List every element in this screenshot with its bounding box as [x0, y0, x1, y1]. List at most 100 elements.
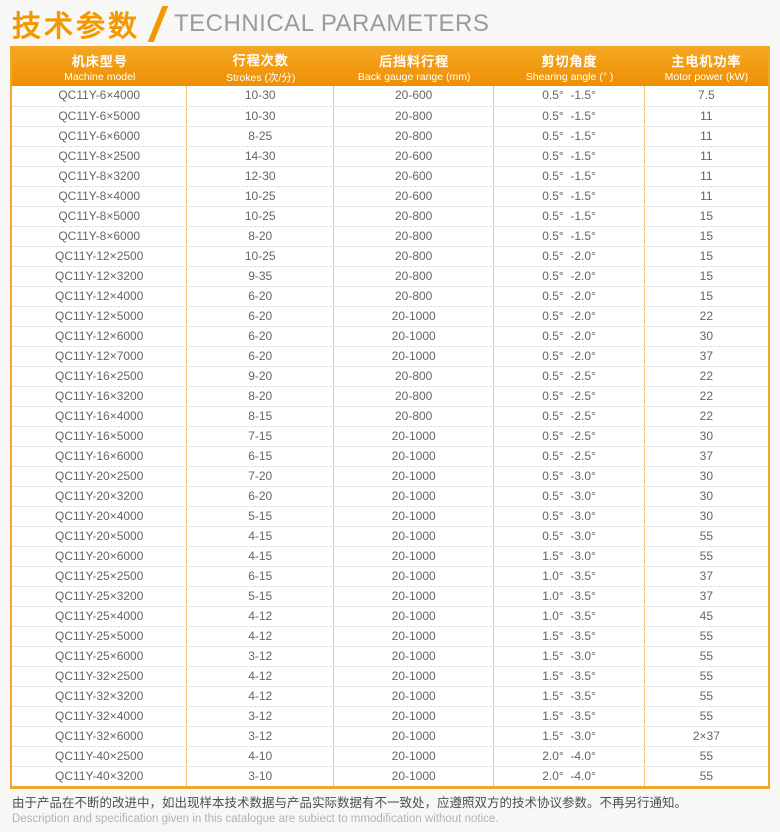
table-cell-machine-model: QC11Y-16×4000	[12, 407, 188, 426]
table-cell-strokes: 6-15	[187, 447, 335, 466]
table-row: QC11Y-16×4000 8-15 20-800 0.5° -2.5° 22	[12, 406, 768, 426]
table-cell-strokes: 10-25	[187, 207, 335, 226]
table-cell-back-gauge-range: 20-1000	[334, 567, 495, 586]
table-cell-machine-model: QC11Y-32×6000	[12, 727, 188, 746]
table-cell-motor-power: 11	[700, 129, 713, 143]
table-cell-shearing-angle: 0.5° -1.5°	[494, 86, 645, 106]
table-row: QC11Y-12×4000 6-20 20-800 0.5° -2.0° 15	[12, 286, 768, 306]
table-cell-back-gauge-range: 20-600	[334, 86, 495, 106]
table-row: QC11Y-20×6000 4-15 20-1000 1.5° -3.0° 55	[12, 546, 768, 566]
table-row: QC11Y-32×6000 3-12 20-1000 1.5° -3.0° 2×37	[12, 726, 768, 746]
table-cell-machine-model: QC11Y-40×3200	[12, 767, 188, 786]
table-cell-strokes: 8-20	[187, 387, 335, 406]
table-row: QC11Y-6×5000 10-30 20-800 0.5° -1.5° 11	[12, 106, 768, 126]
table-row: QC11Y-25×4000 4-12 20-1000 1.0° -3.5° 45	[12, 606, 768, 626]
table-cell-back-gauge-range: 20-1000	[334, 347, 495, 366]
table-cell-strokes: 7-20	[187, 467, 335, 486]
page-footer: 由于产品在不断的改进中，如出现样本技术数据与产品实际数据有不一致处，应遵照双方的…	[12, 795, 768, 827]
table-cell-motor-power: 22	[699, 309, 714, 323]
table-cell-back-gauge-range: 20-1000	[334, 427, 495, 446]
table-cell-strokes: 6-20	[187, 487, 335, 506]
table-cell-motor-power: 55	[699, 549, 714, 563]
table-cell-back-gauge-range: 20-800	[334, 287, 495, 306]
column-header-back-gauge-range: 后挡料行程 Back gauge range (mm)	[334, 51, 494, 83]
table-row: QC11Y-20×5000 4-15 20-1000 0.5° -3.0° 55	[12, 526, 768, 546]
table-cell-motor-power: 30	[699, 469, 714, 483]
table-cell-strokes: 9-35	[187, 267, 335, 286]
table-cell-machine-model: QC11Y-20×2500	[12, 467, 188, 486]
table-row: QC11Y-25×2500 6-15 20-1000 1.0° -3.5° 37	[12, 566, 768, 586]
table-cell-machine-model: QC11Y-25×6000	[12, 647, 188, 666]
table-cell-motor-power: 55	[699, 649, 714, 663]
table-cell-motor-power: 11	[700, 169, 713, 183]
table-cell-back-gauge-range: 20-1000	[334, 467, 495, 486]
table-cell-strokes: 6-20	[187, 347, 335, 366]
table-cell-machine-model: QC11Y-20×3200	[12, 487, 188, 506]
column-header-cn: 剪切角度	[541, 54, 598, 69]
table-row: QC11Y-20×2500 7-20 20-1000 0.5° -3.0° 30	[12, 466, 768, 486]
column-header-motor-power: 主电机功率 Motor power (kW)	[645, 51, 768, 83]
column-header-en: Motor power (kW)	[664, 71, 749, 83]
table-cell-machine-model: QC11Y-12×2500	[12, 247, 188, 266]
table-cell-back-gauge-range: 20-600	[334, 167, 495, 186]
table-cell-shearing-angle: 0.5° -1.5°	[494, 207, 645, 226]
table-cell-strokes: 4-12	[187, 667, 335, 686]
table-row: QC11Y-16×5000 7-15 20-1000 0.5° -2.5° 30	[12, 426, 768, 446]
table-cell-strokes: 3-10	[187, 767, 335, 786]
column-header-cn: 主电机功率	[671, 54, 742, 69]
table-cell-machine-model: QC11Y-16×3200	[12, 387, 188, 406]
table-cell-back-gauge-range: 20-800	[334, 127, 495, 146]
table-row: QC11Y-40×2500 4-10 20-1000 2.0° -4.0° 55	[12, 746, 768, 766]
table-cell-shearing-angle: 1.0° -3.5°	[494, 567, 645, 586]
table-row: QC11Y-40×3200 3-10 20-1000 2.0° -4.0° 55	[12, 766, 768, 786]
table-cell-machine-model: QC11Y-6×4000	[12, 86, 188, 106]
table-cell-machine-model: QC11Y-20×4000	[12, 507, 188, 526]
table-cell-machine-model: QC11Y-32×2500	[12, 667, 188, 686]
table-cell-motor-power: 55	[699, 749, 714, 763]
table-row: QC11Y-20×3200 6-20 20-1000 0.5° -3.0° 30	[12, 486, 768, 506]
table-cell-machine-model: QC11Y-40×2500	[12, 747, 188, 766]
table-cell-back-gauge-range: 20-1000	[334, 707, 495, 726]
table-cell-back-gauge-range: 20-1000	[334, 547, 495, 566]
technical-parameters-table: 机床型号 Machine model 行程次数 Strokes (次/分) 后挡料行程 B…	[10, 46, 770, 789]
table-cell-strokes: 4-12	[187, 627, 335, 646]
table-cell-back-gauge-range: 20-1000	[334, 507, 495, 526]
table-cell-strokes: 3-12	[187, 707, 335, 726]
table-cell-machine-model: QC11Y-32×3200	[12, 687, 188, 706]
table-cell-shearing-angle: 0.5° -1.5°	[494, 147, 645, 166]
table-cell-shearing-angle: 0.5° -2.5°	[494, 407, 645, 426]
table-cell-strokes: 14-30	[187, 147, 335, 166]
table-row: QC11Y-32×4000 3-12 20-1000 1.5° -3.5° 55	[12, 706, 768, 726]
table-cell-machine-model: QC11Y-25×2500	[12, 567, 188, 586]
table-cell-shearing-angle: 1.0° -3.5°	[494, 587, 645, 606]
table-cell-motor-power: 37	[699, 349, 714, 363]
table-cell-shearing-angle: 0.5° -2.5°	[494, 387, 645, 406]
table-cell-machine-model: QC11Y-16×2500	[12, 367, 188, 386]
table-cell-shearing-angle: 0.5° -2.0°	[494, 327, 645, 346]
table-row: QC11Y-25×5000 4-12 20-1000 1.5° -3.5° 55	[12, 626, 768, 646]
table-cell-strokes: 4-12	[187, 607, 335, 626]
table-row: QC11Y-32×3200 4-12 20-1000 1.5° -3.5° 55	[12, 686, 768, 706]
table-cell-shearing-angle: 0.5° -3.0°	[494, 507, 645, 526]
table-cell-shearing-angle: 0.5° -2.0°	[494, 267, 645, 286]
table-cell-strokes: 8-15	[187, 407, 335, 426]
table-cell-motor-power: 15	[699, 209, 714, 223]
table-cell-strokes: 3-12	[187, 647, 335, 666]
table-cell-back-gauge-range: 20-800	[334, 367, 495, 386]
column-header-en: Strokes (次/分)	[226, 71, 296, 84]
table-cell-back-gauge-range: 20-1000	[334, 647, 495, 666]
table-cell-strokes: 12-30	[187, 167, 335, 186]
table-cell-shearing-angle: 0.5° -3.0°	[494, 467, 645, 486]
table-cell-shearing-angle: 0.5° -1.5°	[494, 227, 645, 246]
table-cell-back-gauge-range: 20-1000	[334, 527, 495, 546]
table-cell-back-gauge-range: 20-1000	[334, 727, 495, 746]
table-cell-shearing-angle: 0.5° -3.0°	[494, 487, 645, 506]
table-row: QC11Y-32×2500 4-12 20-1000 1.5° -3.5° 55	[12, 666, 768, 686]
table-row: QC11Y-16×2500 9-20 20-800 0.5° -2.5° 22	[12, 366, 768, 386]
table-cell-machine-model: QC11Y-25×3200	[12, 587, 188, 606]
table-row: QC11Y-12×7000 6-20 20-1000 0.5° -2.0° 37	[12, 346, 768, 366]
table-cell-shearing-angle: 1.5° -3.0°	[494, 547, 645, 566]
table-cell-machine-model: QC11Y-25×5000	[12, 627, 188, 646]
table-cell-machine-model: QC11Y-8×2500	[12, 147, 188, 166]
table-cell-motor-power: 15	[699, 269, 714, 283]
